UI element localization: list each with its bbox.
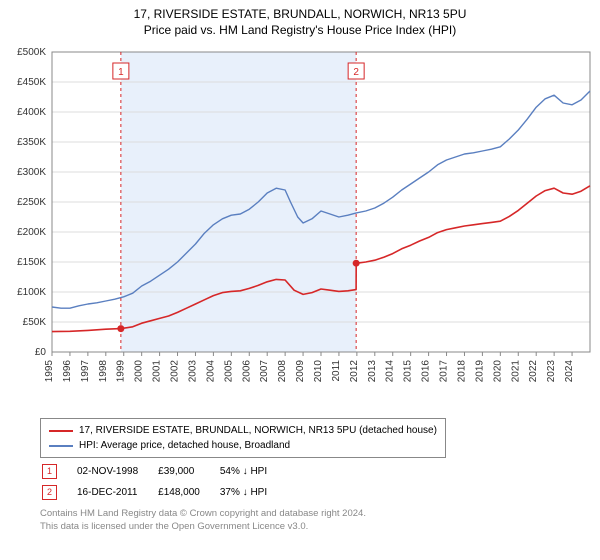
svg-text:2006: 2006	[241, 360, 252, 383]
svg-text:1999: 1999	[116, 360, 127, 383]
svg-text:2009: 2009	[295, 360, 306, 383]
svg-text:2012: 2012	[349, 360, 360, 383]
svg-text:2020: 2020	[492, 360, 503, 383]
svg-text:2022: 2022	[528, 360, 539, 383]
svg-text:£450K: £450K	[17, 77, 46, 88]
title-line-1: 17, RIVERSIDE ESTATE, BRUNDALL, NORWICH,…	[0, 6, 600, 22]
svg-text:1: 1	[118, 67, 124, 78]
svg-text:£300K: £300K	[17, 167, 46, 178]
svg-text:1995: 1995	[44, 360, 55, 383]
svg-text:2017: 2017	[439, 360, 450, 383]
svg-text:£400K: £400K	[17, 107, 46, 118]
svg-text:2008: 2008	[277, 360, 288, 383]
svg-text:£50K: £50K	[23, 317, 47, 328]
chart-title: 17, RIVERSIDE ESTATE, BRUNDALL, NORWICH,…	[0, 0, 600, 38]
svg-text:2010: 2010	[313, 360, 324, 383]
marker-price-1: £39,000	[158, 462, 218, 481]
marker-row-1: 1 02-NOV-1998 £39,000 54% ↓ HPI	[42, 462, 285, 481]
svg-text:£500K: £500K	[17, 47, 46, 58]
chart-container: 17, RIVERSIDE ESTATE, BRUNDALL, NORWICH,…	[0, 0, 600, 560]
footer-line-1: Contains HM Land Registry data © Crown c…	[40, 508, 366, 521]
svg-text:2018: 2018	[456, 360, 467, 383]
svg-text:2015: 2015	[403, 360, 414, 383]
svg-text:2001: 2001	[152, 360, 163, 383]
marker-delta-2: 37% ↓ HPI	[220, 483, 285, 502]
marker-delta-1: 54% ↓ HPI	[220, 462, 285, 481]
marker-chip-1: 1	[42, 464, 57, 479]
legend-swatch-2	[49, 445, 73, 447]
svg-text:2019: 2019	[474, 360, 485, 383]
svg-text:2014: 2014	[385, 360, 396, 383]
chart-svg: £0 £50K £100K £150K £200K £250K £300K £350K £400…	[0, 42, 600, 412]
svg-text:£200K: £200K	[17, 227, 46, 238]
svg-text:£100K: £100K	[17, 287, 46, 298]
svg-text:£0: £0	[35, 347, 47, 358]
marker-chip-2: 2	[42, 485, 57, 500]
sale-markers-table: 1 02-NOV-1998 £39,000 54% ↓ HPI 2 16-DEC…	[40, 460, 287, 504]
svg-text:1998: 1998	[98, 360, 109, 383]
legend-label-1: 17, RIVERSIDE ESTATE, BRUNDALL, NORWICH,…	[79, 423, 437, 438]
svg-text:2013: 2013	[367, 360, 378, 383]
legend-item-1: 17, RIVERSIDE ESTATE, BRUNDALL, NORWICH,…	[49, 423, 437, 438]
marker-date-2: 16-DEC-2011	[77, 483, 156, 502]
legend-item-2: HPI: Average price, detached house, Broa…	[49, 438, 437, 453]
svg-text:2024: 2024	[564, 360, 575, 383]
svg-text:£250K: £250K	[17, 197, 46, 208]
svg-text:2: 2	[353, 67, 359, 78]
legend: 17, RIVERSIDE ESTATE, BRUNDALL, NORWICH,…	[40, 418, 446, 458]
title-line-2: Price paid vs. HM Land Registry's House …	[0, 22, 600, 38]
svg-text:2004: 2004	[205, 360, 216, 383]
legend-swatch-1	[49, 430, 73, 432]
chart-plot: £0 £50K £100K £150K £200K £250K £300K £350K £400…	[0, 42, 600, 412]
svg-text:2007: 2007	[259, 360, 270, 383]
svg-text:2005: 2005	[223, 360, 234, 383]
marker-row-2: 2 16-DEC-2011 £148,000 37% ↓ HPI	[42, 483, 285, 502]
marker-price-2: £148,000	[158, 483, 218, 502]
legend-label-2: HPI: Average price, detached house, Broa…	[79, 438, 290, 453]
svg-text:2000: 2000	[134, 360, 145, 383]
svg-text:2021: 2021	[510, 360, 521, 383]
svg-text:2002: 2002	[170, 360, 181, 383]
svg-text:£350K: £350K	[17, 137, 46, 148]
marker-date-1: 02-NOV-1998	[77, 462, 156, 481]
footer-line-2: This data is licensed under the Open Gov…	[40, 521, 366, 534]
svg-text:2003: 2003	[187, 360, 198, 383]
svg-text:1996: 1996	[62, 360, 73, 383]
svg-text:2016: 2016	[421, 360, 432, 383]
svg-text:2023: 2023	[546, 360, 557, 383]
svg-text:£150K: £150K	[17, 257, 46, 268]
svg-text:1997: 1997	[80, 360, 91, 383]
svg-text:2011: 2011	[331, 360, 342, 382]
attribution-footer: Contains HM Land Registry data © Crown c…	[40, 508, 366, 534]
